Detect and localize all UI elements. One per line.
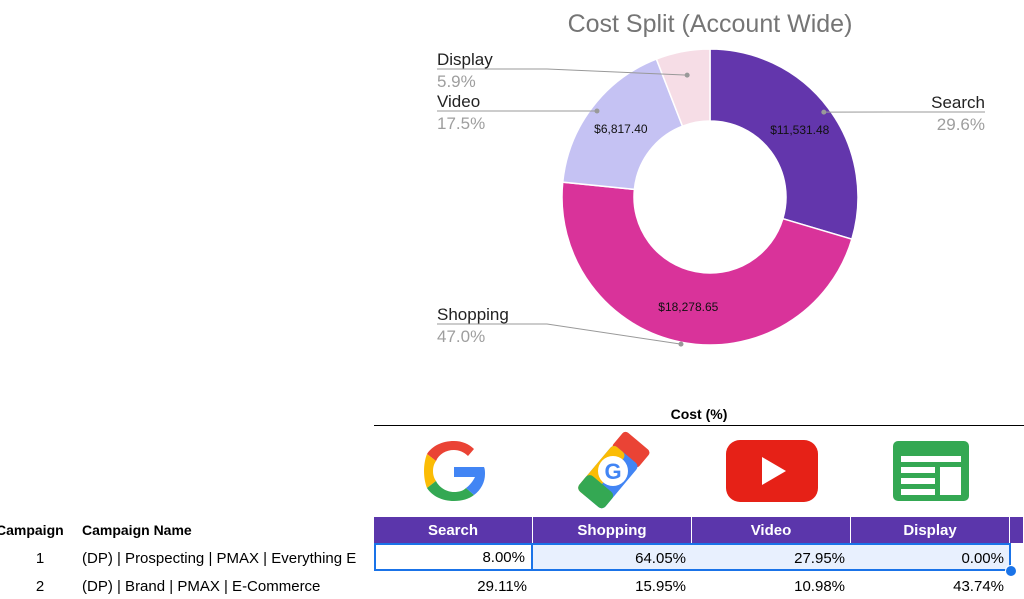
legend-name-search: Search <box>931 93 985 112</box>
column-header-shopping[interactable]: Shopping <box>533 517 692 543</box>
google-shopping-icon: G <box>534 426 692 516</box>
column-header-overflow <box>1010 517 1024 543</box>
legend-percent-display: 5.9% <box>437 72 476 91</box>
column-header-search[interactable]: Search <box>374 517 533 543</box>
cell-video[interactable]: 10.98% <box>692 573 851 599</box>
column-header-video[interactable]: Video <box>692 517 851 543</box>
campaign-column-header[interactable]: Campaign <box>0 517 64 543</box>
cell-shopping[interactable]: 15.95% <box>533 573 692 599</box>
slice-search[interactable] <box>710 49 858 239</box>
cell-search[interactable]: 29.11% <box>374 573 533 599</box>
youtube-icon <box>693 426 851 516</box>
legend-percent-search: 29.6% <box>937 115 985 134</box>
cost-percent-header: Cost (%) <box>374 405 1024 423</box>
column-header-display[interactable]: Display <box>851 517 1010 543</box>
svg-text:G: G <box>604 459 621 484</box>
legend-name-video: Video <box>437 92 480 111</box>
table-row-campaign[interactable]: 1 <box>30 545 50 571</box>
google-display-icon <box>852 426 1010 516</box>
legend-percent-video: 17.5% <box>437 114 485 133</box>
slice-value-label-shopping: $18,278.65 <box>658 300 718 314</box>
table-row-campaign-name[interactable]: (DP) | Prospecting | PMAX | Everything E <box>82 545 374 571</box>
legend-name-display: Display <box>437 50 493 69</box>
legend-name-shopping: Shopping <box>437 305 509 324</box>
table-row-campaign[interactable]: 2 <box>30 573 50 599</box>
slice-value-label-video: $6,817.40 <box>594 122 648 136</box>
legend-percent-shopping: 47.0% <box>437 327 485 346</box>
table-row-campaign-name[interactable]: (DP) | Brand | PMAX | E-Commerce <box>82 573 374 599</box>
campaign-name-column-header[interactable]: Campaign Name <box>82 517 192 543</box>
chart-title: Cost Split (Account Wide) <box>568 10 853 38</box>
cell-video[interactable]: 27.95% <box>692 545 851 571</box>
slice-value-label-search: $11,531.48 <box>770 123 829 137</box>
cell-display[interactable]: 43.74% <box>851 573 1010 599</box>
cell-display[interactable]: 0.00% <box>851 545 1010 571</box>
cell-shopping[interactable]: 64.05% <box>533 545 692 571</box>
cell-search[interactable]: 8.00% <box>374 543 533 571</box>
google-search-icon <box>375 426 533 516</box>
donut-chart: Cost Split (Account Wide) $11,531.48 $18,… <box>0 0 1024 400</box>
